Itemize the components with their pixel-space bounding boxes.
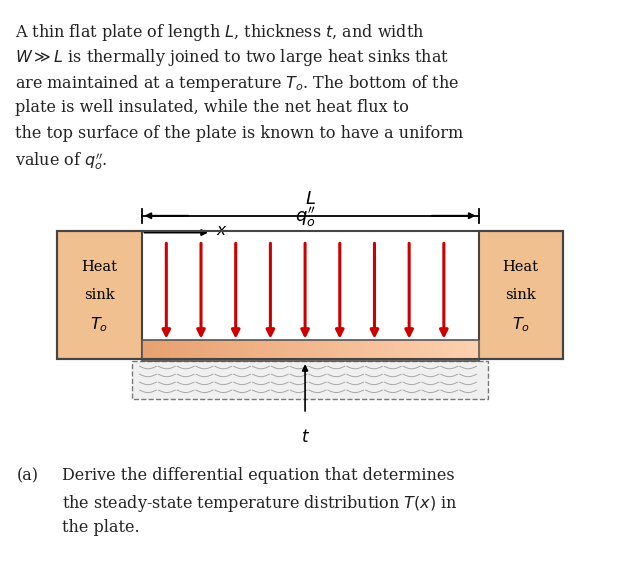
Bar	[57, 230, 141, 359]
Bar	[271, 339, 278, 362]
Bar	[366, 339, 373, 362]
Bar	[400, 339, 406, 362]
Bar	[293, 339, 300, 362]
Bar	[360, 339, 367, 362]
Bar	[383, 339, 389, 362]
Bar	[158, 339, 165, 362]
Bar	[305, 339, 311, 362]
Bar	[428, 339, 435, 362]
Text: $W \gg L$ is thermally joined to two large heat sinks that: $W \gg L$ is thermally joined to two lar…	[14, 47, 449, 68]
Bar	[394, 339, 401, 362]
Text: the steady-state temperature distribution $T(x)$ in: the steady-state temperature distributio…	[62, 493, 458, 514]
Text: $T_o$: $T_o$	[512, 315, 529, 334]
Bar	[141, 339, 148, 362]
Text: $T_o$: $T_o$	[90, 315, 109, 334]
Bar	[372, 339, 379, 362]
Bar	[406, 339, 412, 362]
Bar	[242, 339, 249, 362]
Bar	[433, 339, 440, 362]
Bar	[456, 339, 463, 362]
Text: Heat: Heat	[502, 260, 539, 274]
Text: (a): (a)	[17, 467, 39, 484]
Text: sink: sink	[506, 288, 536, 302]
Bar	[310, 339, 317, 362]
Bar	[265, 339, 272, 362]
Bar	[344, 339, 350, 362]
Bar	[192, 339, 198, 362]
Bar	[259, 339, 266, 362]
Bar	[198, 339, 204, 362]
Bar	[276, 339, 283, 362]
Text: the top surface of the plate is known to have a uniform: the top surface of the plate is known to…	[14, 125, 463, 142]
Bar	[248, 339, 255, 362]
Bar	[175, 339, 182, 362]
Text: $x$: $x$	[216, 223, 227, 238]
Bar	[209, 339, 215, 362]
Bar	[141, 339, 479, 362]
Bar	[349, 339, 356, 362]
Bar	[164, 339, 171, 362]
Text: $q_o''$: $q_o''$	[295, 205, 316, 229]
Bar	[462, 339, 468, 362]
Text: $L$: $L$	[305, 190, 315, 208]
Bar	[322, 339, 328, 362]
Text: sink: sink	[84, 288, 115, 302]
Bar	[377, 339, 384, 362]
Bar	[467, 339, 474, 362]
Bar	[479, 230, 563, 359]
Bar	[332, 339, 339, 362]
Bar	[181, 339, 188, 362]
Bar	[473, 339, 480, 362]
Text: are maintained at a temperature $T_o$. The bottom of the: are maintained at a temperature $T_o$. T…	[14, 73, 458, 94]
Text: A thin flat plate of length $L$, thickness $t$, and width: A thin flat plate of length $L$, thickne…	[14, 22, 424, 43]
Text: plate is well insulated, while the net heat flux to: plate is well insulated, while the net h…	[14, 99, 409, 116]
Bar	[288, 339, 294, 362]
Bar	[316, 339, 322, 362]
Bar	[231, 339, 238, 362]
Text: Heat: Heat	[82, 260, 117, 274]
Text: the plate.: the plate.	[62, 519, 140, 536]
Bar	[226, 339, 232, 362]
Bar	[389, 339, 395, 362]
Bar	[254, 339, 261, 362]
Bar	[203, 339, 210, 362]
Bar	[220, 339, 227, 362]
Bar	[170, 339, 176, 362]
Bar	[411, 339, 418, 362]
Text: value of $q_o''$.: value of $q_o''$.	[14, 150, 107, 172]
Bar	[147, 339, 154, 362]
Bar	[215, 339, 221, 362]
Bar	[57, 230, 563, 359]
Text: Derive the differential equation that determines: Derive the differential equation that de…	[62, 467, 455, 484]
Bar	[417, 339, 423, 362]
Bar	[355, 339, 362, 362]
Bar	[423, 339, 429, 362]
Bar	[187, 339, 193, 362]
Bar	[299, 339, 305, 362]
Bar	[132, 362, 489, 399]
Bar	[237, 339, 244, 362]
Bar	[445, 339, 452, 362]
Bar	[338, 339, 345, 362]
Bar	[282, 339, 288, 362]
Bar	[327, 339, 333, 362]
Bar	[153, 339, 160, 362]
Bar	[439, 339, 446, 362]
Bar	[450, 339, 457, 362]
Text: $t$: $t$	[301, 429, 310, 446]
